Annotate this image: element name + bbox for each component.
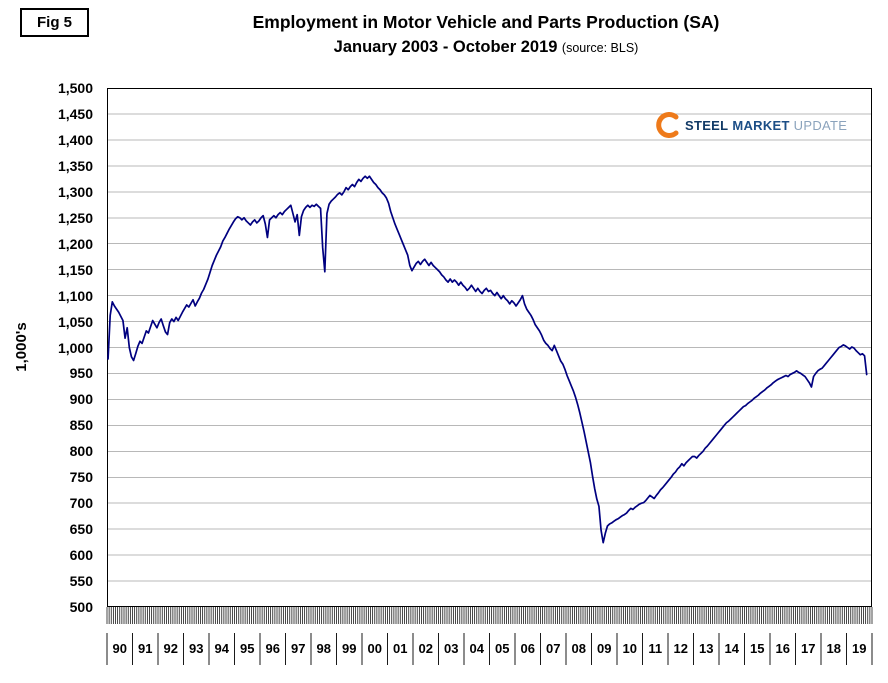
y-axis-tick-label: 1,150: [57, 261, 93, 278]
y-axis-tick-label: 1,000: [57, 339, 93, 356]
x-axis-year-label: 13: [699, 641, 714, 656]
x-axis-year-label: 09: [597, 641, 612, 656]
title-block: Employment in Motor Vehicle and Parts Pr…: [100, 12, 872, 58]
x-axis-year-label: 90: [112, 641, 127, 656]
x-axis-year-label: 15: [750, 641, 765, 656]
y-axis-tick-label: 950: [69, 365, 93, 382]
smu-logo-swoosh-icon: [656, 111, 679, 138]
x-axis-year-label: 16: [775, 641, 790, 656]
x-axis-year-label: 03: [444, 641, 459, 656]
x-axis-year-label: 10: [622, 641, 637, 656]
employment-series-line: [107, 175, 868, 544]
x-axis-year-label: 11: [648, 641, 663, 656]
chart-title: Employment in Motor Vehicle and Parts Pr…: [252, 12, 720, 32]
x-axis-year-label: 95: [240, 641, 255, 656]
y-axis-tick-label: 600: [69, 547, 93, 564]
y-axis-tick-label: 800: [69, 443, 93, 460]
y-axis-tick-label: 900: [69, 391, 93, 408]
x-axis-year-label: 94: [214, 641, 229, 656]
y-axis-tick-label: 1,200: [57, 235, 93, 252]
chart-subtitle-row: January 2003 - October 2019 (source: BLS…: [100, 37, 872, 58]
smu-logo: STEEL MARKET UPDATE: [652, 110, 847, 140]
x-axis-year-label: 01: [393, 641, 408, 656]
x-axis-year-label: 18: [826, 641, 841, 656]
x-axis-year-label: 14: [724, 641, 739, 656]
y-axis-tick-label: 1,500: [57, 80, 93, 96]
smu-logo-market: MARKET: [732, 117, 790, 133]
y-axis-tick-label: 750: [69, 469, 93, 486]
x-axis-year-label: 06: [520, 641, 535, 656]
x-axis-year-label: 17: [801, 641, 816, 656]
y-axis-tick-label: 1,050: [57, 313, 93, 330]
y-axis-tick-label: 1,300: [57, 183, 93, 200]
x-axis-year-label: 12: [673, 641, 688, 656]
x-axis-year-labels: 90 91 92 93 94 95 96 97 98 99 00 01 02 03 04 05 06 07 08 09…: [107, 633, 872, 665]
y-axis-tick-label: 1,450: [57, 105, 93, 122]
x-axis-year-label: 98: [316, 641, 331, 656]
smu-logo-update: UPDATE: [793, 117, 848, 133]
chart-source: (source: BLS): [561, 40, 639, 55]
y-axis-tick-label: 650: [69, 521, 93, 538]
chart-subtitle: January 2003 - October 2019: [333, 37, 558, 56]
x-axis-year-label: 97: [291, 641, 306, 656]
y-axis-tick-label: 1,400: [57, 131, 93, 148]
y-axis-tick-label: 850: [69, 417, 93, 434]
x-axis-year-label: 96: [265, 641, 280, 656]
employment-line-chart: [106, 87, 873, 665]
x-axis-year-label: 05: [495, 641, 510, 656]
figure-label: Fig 5: [20, 8, 90, 37]
y-axis-tick-label: 1,350: [57, 157, 93, 174]
y-axis-tick-label: 500: [69, 599, 93, 615]
x-axis-year-label: 99: [342, 641, 357, 656]
y-axis-tick-label: 700: [69, 495, 93, 512]
x-axis-year-label: 19: [852, 641, 867, 656]
y-axis-tick-label: 1,250: [57, 209, 93, 226]
x-axis-year-label: 93: [189, 641, 204, 656]
x-axis-year-label: 91: [138, 641, 153, 656]
x-axis-year-label: 92: [163, 641, 178, 656]
x-axis-year-label: 00: [367, 641, 382, 656]
x-axis-year-label: 04: [469, 641, 484, 656]
y-axis-tick-labels: 1,500 1,450 1,400 1,350 1,300 1,250 1,200 1,150…: [0, 80, 100, 615]
smu-logo-steel: STEEL: [685, 117, 729, 133]
smu-logo-text: STEEL MARKET UPDATE: [685, 118, 847, 133]
x-axis-year-label: 08: [571, 641, 586, 656]
x-axis-year-label: 02: [418, 641, 433, 656]
y-axis-tick-label: 550: [69, 573, 93, 590]
x-axis-year-label: 07: [546, 641, 561, 656]
y-axis-tick-label: 1,100: [57, 287, 93, 304]
